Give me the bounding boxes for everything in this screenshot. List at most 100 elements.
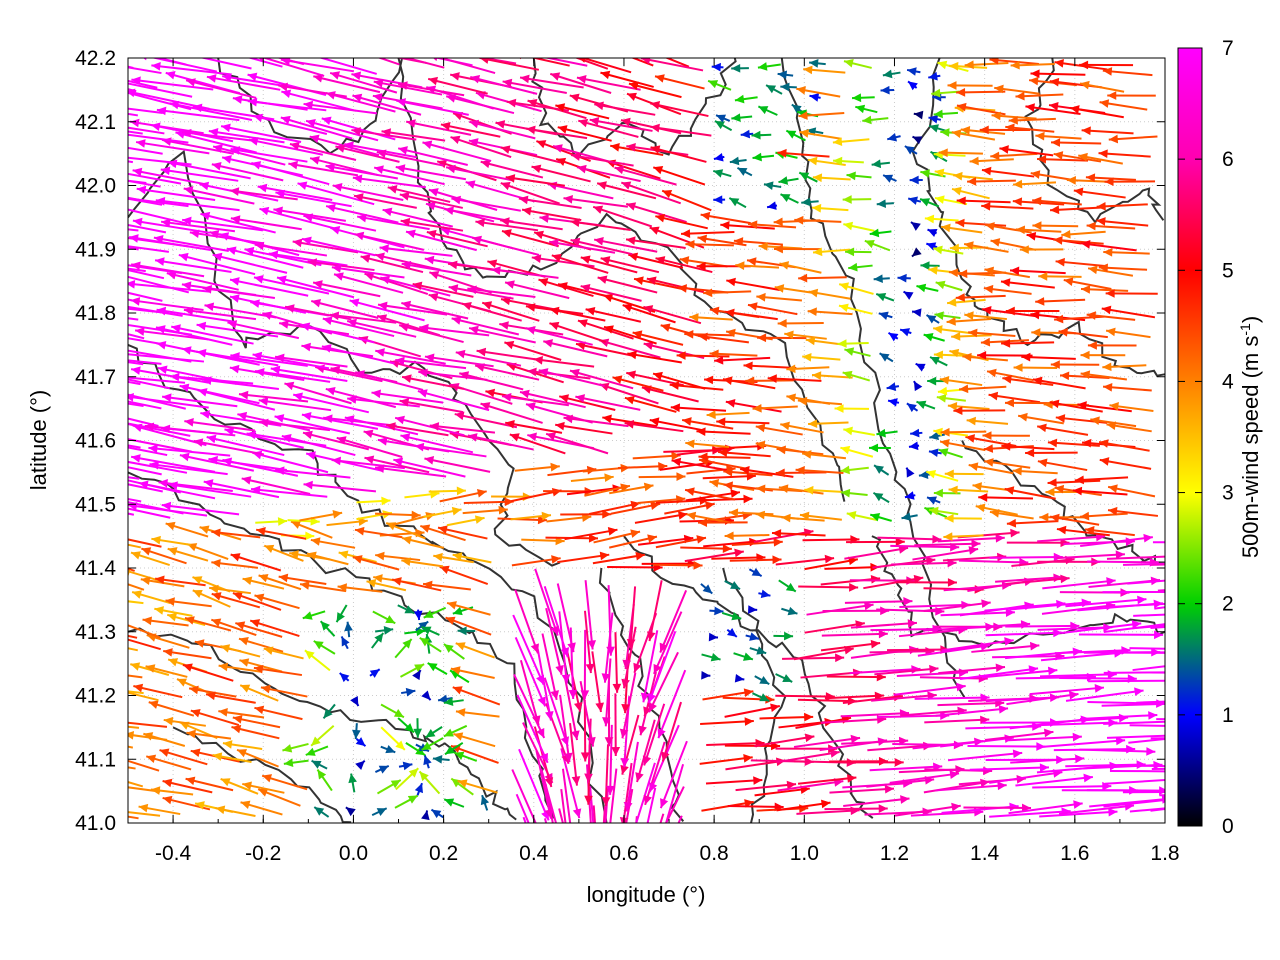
wind-vector-head (352, 93, 363, 103)
wind-vector (360, 255, 424, 274)
wind-vector-head (1054, 314, 1064, 324)
wind-vector-head (398, 146, 408, 155)
wind-vector (1103, 671, 1165, 674)
wind-vector (251, 161, 330, 186)
wind-vector-head (1072, 486, 1083, 496)
wind-vector-head (128, 688, 129, 691)
wind-vector-head (1060, 574, 1070, 584)
wind-vector-head (539, 214, 549, 223)
wind-vector (333, 273, 404, 294)
wind-vector-head (323, 414, 333, 424)
wind-vector-head (1148, 711, 1158, 720)
wind-vector (261, 58, 325, 77)
wind-vector-head (714, 606, 724, 616)
wind-vector-head (930, 356, 941, 365)
wind-vector (579, 58, 632, 74)
wind-vector-head (894, 758, 904, 767)
wind-vector-head (347, 318, 357, 328)
wind-vector-head (330, 71, 341, 80)
wind-vector-head (194, 639, 205, 648)
wind-vector (876, 608, 945, 613)
wind-vector-head (928, 114, 939, 124)
wind-vector (705, 779, 763, 785)
wind-vector-head (131, 551, 141, 560)
wind-vector-head (1099, 99, 1110, 108)
wind-vector (474, 364, 540, 381)
wind-vector (128, 507, 171, 519)
wind-vector (604, 658, 612, 727)
wind-vector-head (846, 171, 856, 181)
wind-vector-head (404, 723, 414, 733)
wind-vector-head (745, 376, 755, 386)
wind-vector-head (597, 862, 606, 871)
wind-vector-head (310, 537, 321, 546)
wind-vector-head (541, 511, 552, 521)
wind-vector-head (805, 336, 816, 346)
wind-vector (128, 691, 159, 702)
wind-vector-head (505, 280, 515, 289)
wind-vector (1054, 649, 1131, 655)
wind-vector-head (144, 422, 155, 432)
wind-vector-head (910, 222, 921, 231)
wind-vector-head (808, 419, 818, 429)
wind-vector (664, 58, 690, 68)
wind-vector-head (238, 390, 249, 400)
wind-vector-head (421, 741, 432, 751)
wind-vector-head (452, 552, 463, 561)
wind-vector-head (873, 274, 883, 284)
wind-vector (403, 58, 445, 69)
wind-vector-head (755, 423, 766, 433)
wind-vector-head (1010, 528, 1020, 538)
wind-vector-head (167, 612, 178, 622)
wind-vector-head (597, 275, 608, 284)
wind-vector-head (413, 728, 423, 738)
wind-vector-head (696, 261, 706, 271)
wind-vector-head (527, 99, 538, 108)
wind-vector (429, 424, 496, 434)
wind-vector-head (981, 599, 991, 608)
wind-vector (984, 730, 1054, 742)
wind-vector-head (467, 285, 477, 295)
wind-vector-head (1073, 187, 1084, 197)
wind-vector-head (981, 166, 992, 176)
wind-vector-head (631, 824, 639, 834)
contour-line (531, 58, 737, 159)
wind-vector (171, 325, 254, 345)
wind-vector-head (657, 728, 666, 739)
wind-vector-head (997, 781, 1007, 791)
wind-vector (128, 88, 137, 93)
wind-vector-head (531, 164, 542, 174)
wind-vector-head (568, 689, 578, 699)
wind-vector-head (966, 416, 976, 426)
wind-vector (311, 300, 379, 319)
wind-vector (128, 197, 163, 206)
wind-vector (650, 102, 709, 118)
wind-vector-head (62, 169, 71, 178)
wind-vector-head (918, 470, 929, 480)
wind-vector-head (277, 517, 288, 526)
wind-vector-head (241, 476, 252, 485)
wind-vector (128, 634, 138, 639)
wind-vector-head (797, 396, 808, 406)
wind-vector-head (161, 501, 172, 511)
wind-vector-head (563, 195, 573, 204)
wind-vector-head (951, 802, 961, 812)
wind-vector-head (852, 93, 862, 103)
wind-vector-head (964, 241, 974, 250)
wind-vector-head (968, 328, 978, 338)
wind-vector-head (208, 44, 218, 52)
wind-vector-head (218, 662, 229, 672)
wind-vector-head (887, 132, 898, 142)
wind-vector (254, 243, 328, 257)
wind-vector (160, 427, 236, 437)
wind-vector-head (703, 288, 713, 298)
wind-vector-head (443, 644, 454, 653)
wind-vector-head (1221, 582, 1230, 591)
wind-vector (480, 160, 544, 179)
wind-vector-head (232, 715, 243, 724)
wind-vector-head (1025, 448, 1035, 458)
wind-vector-head (786, 130, 797, 139)
wind-vector-head (1099, 457, 1110, 466)
wind-vector (754, 787, 810, 797)
wind-vector (804, 622, 865, 634)
